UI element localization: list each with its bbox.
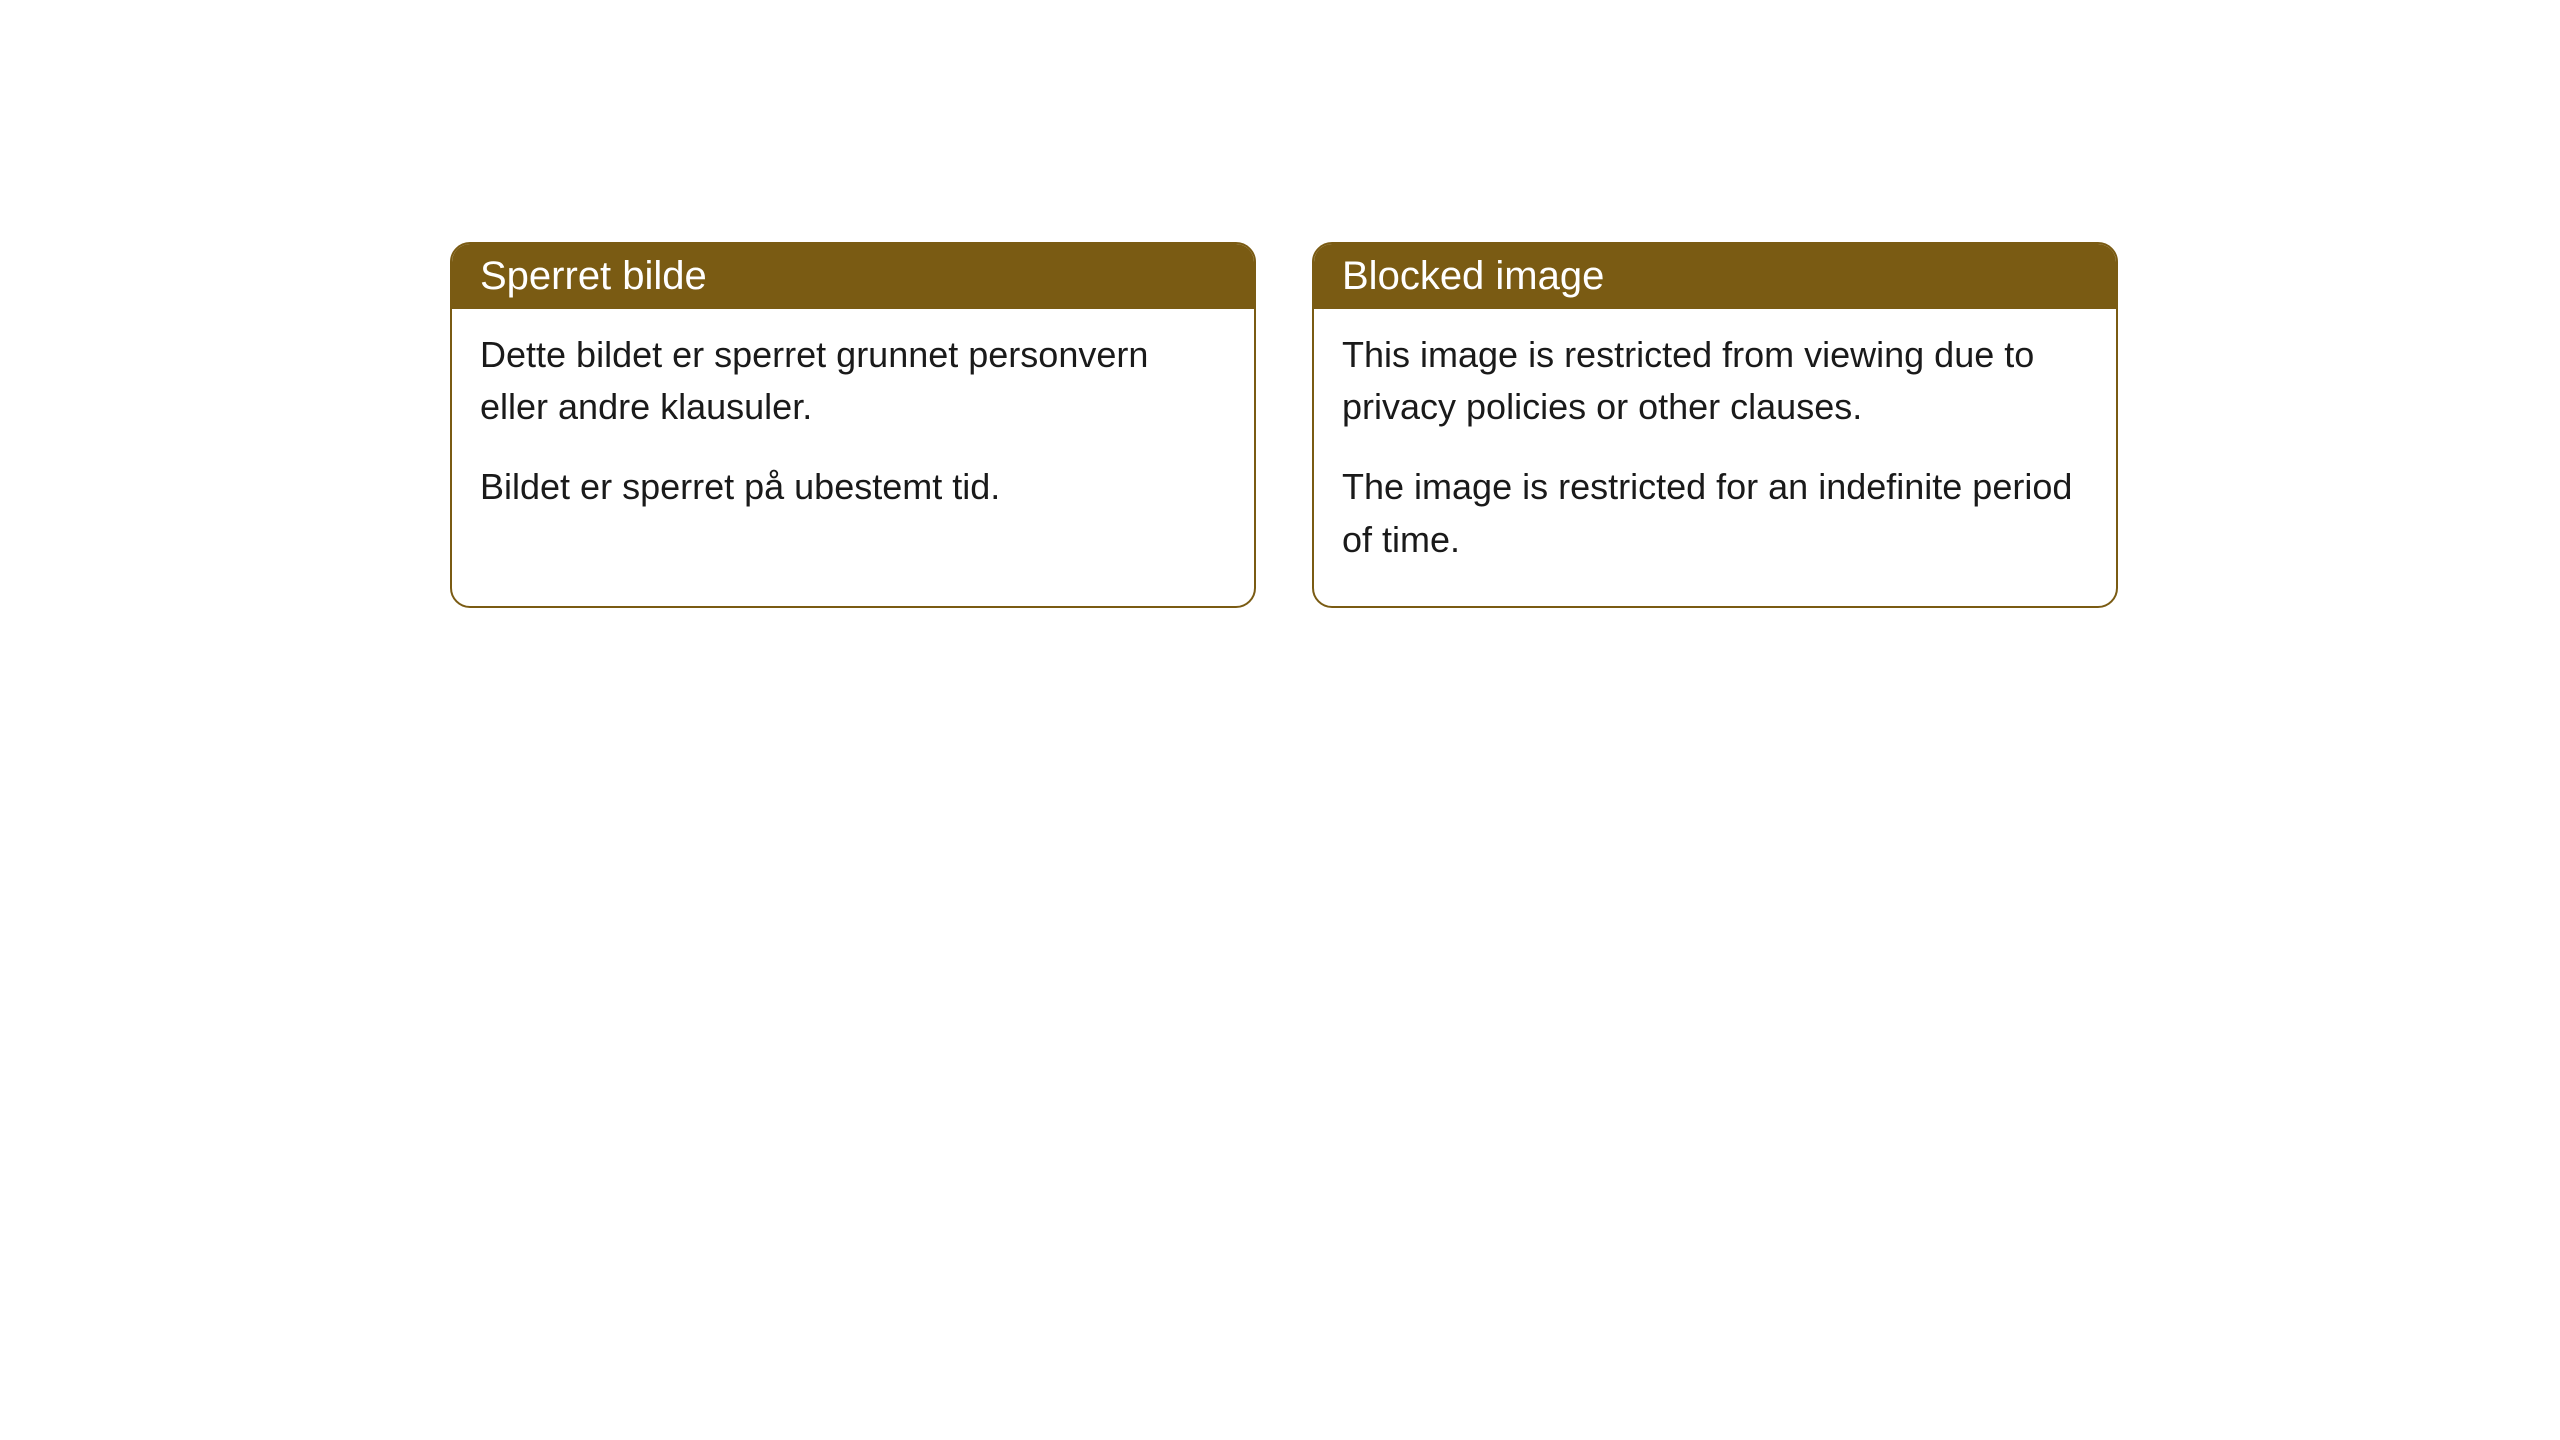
card-body: Dette bildet er sperret grunnet personve…: [452, 309, 1254, 554]
card-body: This image is restricted from viewing du…: [1314, 309, 2116, 606]
card-header: Blocked image: [1314, 244, 2116, 309]
cards-container: Sperret bilde Dette bildet er sperret gr…: [0, 0, 2560, 608]
blocked-image-card-english: Blocked image This image is restricted f…: [1312, 242, 2118, 608]
card-paragraph: This image is restricted from viewing du…: [1342, 329, 2088, 433]
card-title: Sperret bilde: [480, 254, 707, 298]
card-paragraph: Bildet er sperret på ubestemt tid.: [480, 461, 1226, 513]
card-title: Blocked image: [1342, 254, 1604, 298]
blocked-image-card-norwegian: Sperret bilde Dette bildet er sperret gr…: [450, 242, 1256, 608]
card-paragraph: The image is restricted for an indefinit…: [1342, 461, 2088, 565]
card-header: Sperret bilde: [452, 244, 1254, 309]
card-paragraph: Dette bildet er sperret grunnet personve…: [480, 329, 1226, 433]
